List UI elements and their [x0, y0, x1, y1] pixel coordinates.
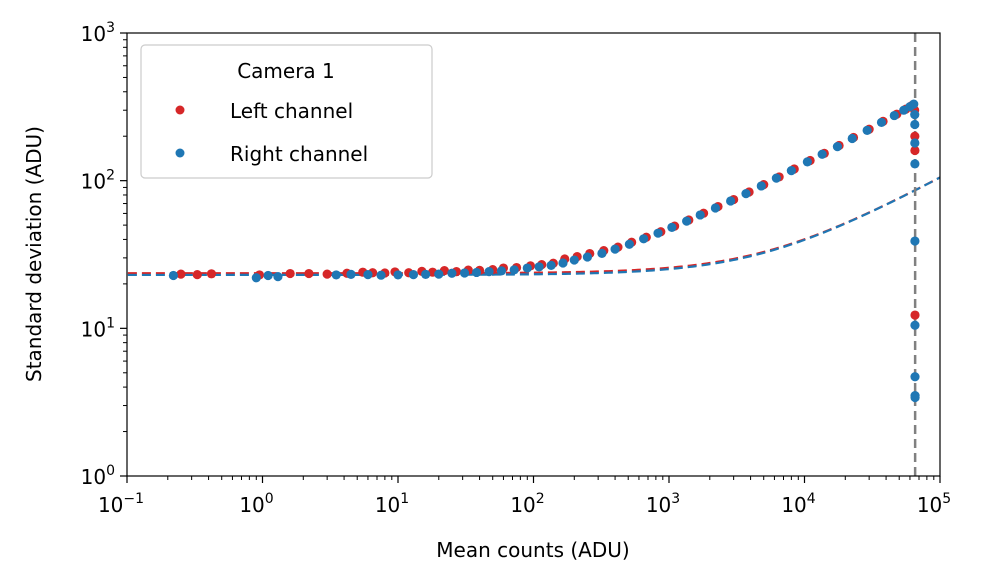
right-channel-point [802, 157, 812, 167]
x-tick-label: 101 [375, 491, 409, 517]
left-channel-point [285, 268, 295, 279]
right-channel-point [832, 142, 843, 152]
right-channel-point [653, 228, 663, 238]
y-tick-label: 100 [81, 463, 115, 489]
right-channel-point [910, 320, 920, 330]
right-channel-point [421, 269, 431, 279]
right-channel-point [496, 266, 507, 276]
right-channel-point [695, 210, 705, 220]
right-channel-point [786, 166, 796, 176]
right-channel-point [910, 119, 920, 130]
fit-lines [127, 176, 940, 277]
fit-line-right [127, 176, 940, 277]
x-tick-label: 100 [239, 491, 273, 517]
legend-box [140, 44, 433, 179]
right-channel-point [558, 258, 568, 268]
right-channel-point [639, 234, 649, 244]
right-channel-point [408, 270, 419, 280]
right-channel-point [910, 159, 920, 169]
right-channel-point [447, 268, 457, 278]
right-channel-point [569, 255, 579, 265]
left-channel-point [910, 145, 920, 156]
right-channel-point [331, 270, 341, 280]
y-tick-label: 103 [81, 20, 115, 46]
right-channel-point [376, 270, 386, 280]
right-channel-point [910, 138, 920, 148]
legend-marker-right [175, 148, 185, 158]
right-channel-point [459, 268, 470, 278]
right-channel-point [251, 273, 261, 283]
right-channel-point [909, 99, 919, 109]
right-channel-point [363, 270, 373, 280]
left-channel-point [192, 270, 202, 280]
left-channel-point [322, 269, 332, 279]
right-channel-point [756, 181, 766, 191]
right-channel-point [741, 189, 751, 199]
right-channel-point [910, 372, 920, 382]
right-channel-point [263, 270, 273, 281]
right-channel-point [168, 270, 178, 281]
left-channel-point [910, 310, 920, 320]
legend-label-right: Right channel [230, 142, 368, 166]
right-channel-point [771, 173, 781, 183]
legend-marker-left [175, 105, 185, 115]
right-channel-point [434, 269, 444, 279]
right-channel-point [522, 263, 532, 273]
left-channel-point [910, 131, 920, 141]
right-channel-point [597, 248, 607, 258]
x-axis: 10−1 100 101 102 103 104 105 [98, 476, 951, 517]
right-channel-point [876, 117, 887, 128]
x-tick-label: 102 [510, 491, 544, 517]
y-axis: 100 101 102 103 [81, 20, 127, 489]
legend: Camera 1 Left channel Right channel [140, 44, 433, 179]
right-channel-point [509, 265, 519, 275]
right-channel-point [726, 196, 736, 206]
y-axis-title: Standard deviation (ADU) [22, 126, 46, 382]
x-tick-label: 103 [646, 491, 680, 517]
right-channel-point [471, 267, 482, 278]
y-tick-label: 101 [81, 315, 115, 341]
left-channel-point [176, 269, 186, 279]
right-channel-point [534, 262, 544, 272]
right-channel-point [910, 110, 920, 120]
right-channel-point [393, 270, 403, 280]
right-channel-point [862, 125, 872, 135]
legend-title: Camera 1 [237, 59, 335, 83]
right-channel-point [847, 133, 857, 144]
right-channel-point [582, 252, 593, 262]
data-points [168, 99, 920, 403]
right-channel-point [710, 203, 721, 213]
right-channel-point [910, 392, 920, 403]
right-channel-point [346, 269, 356, 279]
x-tick-label: 10−1 [98, 491, 144, 517]
right-channel-point [546, 260, 556, 270]
right-channel-point [624, 239, 634, 249]
x-tick-label: 104 [781, 491, 815, 517]
y-tick-label: 102 [81, 168, 115, 194]
right-channel-point [889, 110, 899, 121]
legend-label-left: Left channel [230, 99, 353, 123]
left-channel-point [304, 268, 314, 279]
x-axis-title: Mean counts (ADU) [436, 538, 629, 562]
right-channel-point [610, 244, 620, 254]
right-channel-point [667, 222, 677, 232]
right-channel-point [910, 236, 920, 246]
x-tick-label: 105 [917, 491, 951, 517]
right-channel-point [484, 267, 494, 277]
right-channel-point [682, 216, 692, 226]
right-channel-point [273, 272, 283, 282]
fit-line-left [127, 176, 940, 275]
right-channel-point [817, 149, 827, 159]
left-channel-point [206, 269, 217, 279]
